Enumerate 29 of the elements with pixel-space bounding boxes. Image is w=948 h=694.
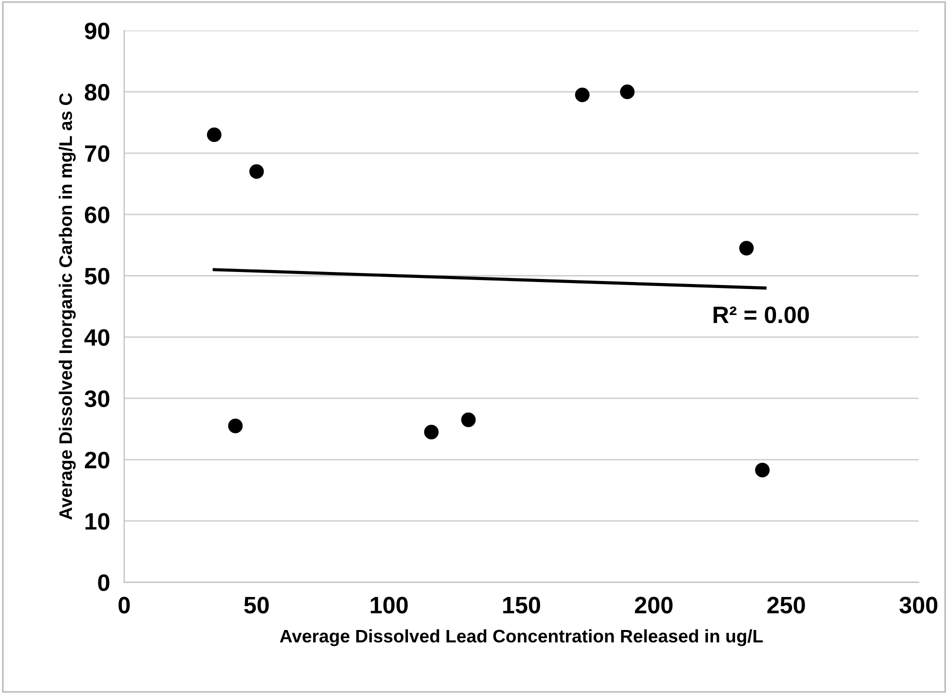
y-tick-label: 70 (85, 145, 110, 162)
point (620, 84, 635, 100)
point (424, 424, 439, 440)
y-tick-label: 50 (84, 268, 110, 285)
y-tick-label: 60 (84, 206, 110, 224)
x-axis-title: Average Dissolved Lead Concentration Released in ug/L (280, 629, 763, 646)
y-axis-title: Average Dissolved Inorganic Carbon in mg/L as C (58, 93, 76, 520)
y-tick-label: 10 (86, 513, 110, 530)
y-tick-label: 90 (84, 22, 110, 40)
x-tick-label: 150 (503, 596, 540, 614)
y-tick-label: 40 (84, 329, 110, 346)
y-tick-label: 0 (98, 574, 110, 592)
x-tick-label: 100 (370, 596, 408, 614)
x-tick-label: 300 (899, 596, 938, 614)
point (575, 88, 590, 102)
annotation: R² = 0.00 (714, 306, 809, 324)
point (228, 418, 243, 434)
y-tick-label: 20 (84, 452, 110, 468)
y-tick-label: 30 (84, 390, 110, 408)
y-tick-label: 80 (84, 84, 110, 101)
point (206, 127, 222, 142)
point (755, 462, 770, 478)
x-tick-label: 50 (244, 596, 269, 614)
point (249, 164, 264, 179)
x-tick-label: 250 (767, 596, 805, 614)
x-tick-label: 0 (118, 596, 130, 614)
point (461, 412, 476, 428)
point (739, 240, 754, 256)
x-tick-label: 200 (634, 596, 673, 614)
